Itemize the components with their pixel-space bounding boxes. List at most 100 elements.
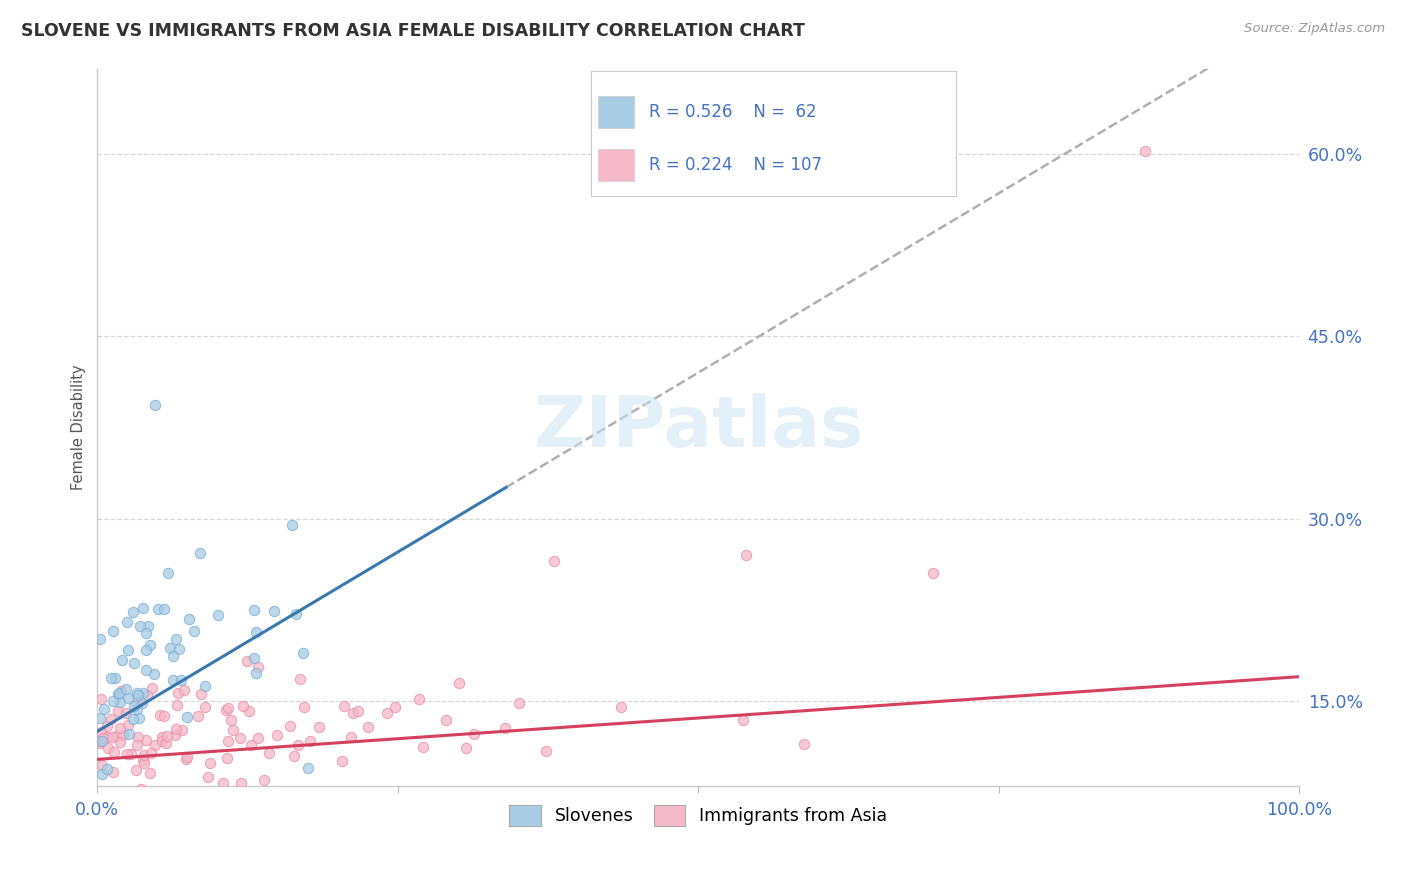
- Point: [197, 770, 219, 784]
- Point: [91, 767, 114, 781]
- Point: [238, 704, 260, 718]
- Point: [384, 700, 406, 714]
- Point: [101, 730, 124, 744]
- Text: ZIPatlas: ZIPatlas: [533, 392, 863, 462]
- Point: [127, 686, 149, 700]
- Point: [107, 704, 129, 718]
- Point: [174, 751, 197, 765]
- Point: [139, 638, 162, 652]
- Point: [357, 720, 380, 734]
- Point: [132, 753, 155, 767]
- Point: [165, 722, 187, 736]
- Point: [127, 739, 149, 753]
- Point: [215, 703, 238, 717]
- Point: [245, 625, 267, 640]
- Point: [232, 699, 254, 714]
- Point: [93, 702, 115, 716]
- Point: [156, 730, 179, 744]
- Point: [90, 691, 112, 706]
- Point: [222, 723, 245, 738]
- Point: [346, 704, 368, 718]
- Point: [733, 714, 755, 728]
- Point: [107, 687, 129, 701]
- Point: [153, 602, 176, 616]
- Point: [127, 695, 149, 709]
- Point: [217, 701, 239, 715]
- Point: [735, 548, 758, 562]
- Point: [187, 708, 209, 723]
- Point: [120, 747, 142, 761]
- Point: [287, 738, 309, 752]
- Point: [91, 731, 114, 745]
- Point: [508, 696, 530, 710]
- Point: [259, 746, 281, 760]
- Text: SLOVENE VS IMMIGRANTS FROM ASIA FEMALE DISABILITY CORRELATION CHART: SLOVENE VS IMMIGRANTS FROM ASIA FEMALE D…: [21, 22, 806, 40]
- Point: [377, 706, 399, 721]
- Point: [167, 641, 190, 656]
- Point: [134, 756, 156, 770]
- Point: [229, 775, 252, 789]
- Point: [97, 741, 120, 756]
- Point: [176, 750, 198, 764]
- Point: [121, 712, 143, 726]
- Point: [339, 730, 361, 744]
- Point: [96, 762, 118, 776]
- Point: [89, 632, 111, 647]
- Point: [101, 694, 124, 708]
- Point: [242, 651, 264, 665]
- Point: [111, 727, 134, 741]
- Point: [135, 732, 157, 747]
- Point: [188, 546, 211, 560]
- Point: [172, 723, 194, 738]
- Point: [96, 730, 118, 744]
- Point: [408, 691, 430, 706]
- Point: [127, 688, 149, 702]
- Text: R = 0.224    N = 107: R = 0.224 N = 107: [650, 156, 823, 174]
- Point: [793, 737, 815, 751]
- Point: [132, 686, 155, 700]
- Point: [217, 734, 239, 748]
- Point: [138, 619, 160, 633]
- Point: [139, 765, 162, 780]
- Point: [534, 744, 557, 758]
- Point: [288, 672, 311, 686]
- Point: [342, 706, 364, 721]
- Point: [299, 734, 322, 748]
- Point: [129, 619, 152, 633]
- Point: [142, 666, 165, 681]
- Point: [121, 605, 143, 619]
- Point: [108, 695, 131, 709]
- Point: [340, 785, 363, 799]
- Point: [247, 731, 270, 745]
- Point: [128, 711, 150, 725]
- Point: [170, 673, 193, 687]
- Point: [162, 649, 184, 664]
- Point: [150, 733, 173, 747]
- Point: [115, 681, 138, 696]
- Point: [229, 731, 252, 746]
- Point: [434, 714, 457, 728]
- Point: [449, 675, 471, 690]
- Point: [240, 739, 263, 753]
- Point: [96, 719, 118, 733]
- Point: [463, 727, 485, 741]
- Point: [115, 706, 138, 720]
- Point: [166, 698, 188, 713]
- Point: [165, 728, 187, 742]
- Point: [122, 699, 145, 714]
- Point: [108, 735, 131, 749]
- Point: [253, 772, 276, 787]
- Point: [103, 764, 125, 779]
- Point: [456, 741, 478, 756]
- Point: [89, 736, 111, 750]
- Point: [207, 607, 229, 622]
- Point: [104, 729, 127, 743]
- Y-axis label: Female Disability: Female Disability: [72, 365, 86, 490]
- Point: [166, 686, 188, 700]
- Point: [177, 612, 200, 626]
- Point: [610, 700, 633, 714]
- Point: [247, 660, 270, 674]
- Point: [90, 757, 112, 772]
- Point: [183, 624, 205, 639]
- Point: [100, 712, 122, 726]
